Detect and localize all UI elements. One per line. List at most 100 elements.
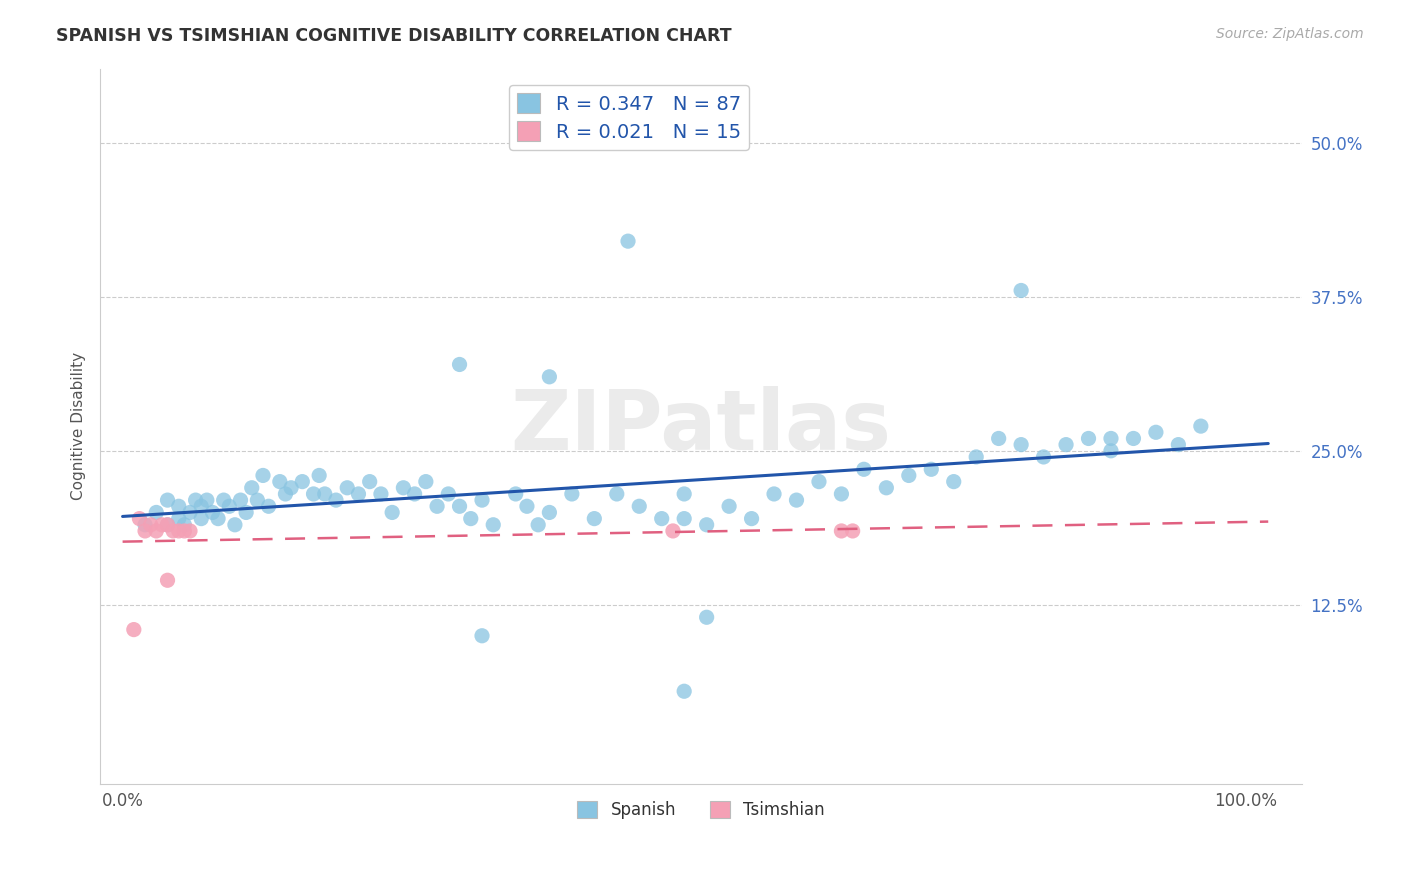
Point [1032,450,1054,464]
Point [336,481,359,495]
Point [942,475,965,489]
Point [134,524,156,538]
Point [1099,443,1122,458]
Point [392,481,415,495]
Point [662,524,685,538]
Point [606,487,628,501]
Point [696,610,718,624]
Point [381,505,404,519]
Point [280,481,302,495]
Point [122,623,145,637]
Point [347,487,370,501]
Point [134,517,156,532]
Point [1122,432,1144,446]
Point [150,517,173,532]
Point [370,487,392,501]
Point [167,511,190,525]
Point [145,524,167,538]
Point [190,511,212,525]
Point [173,524,195,538]
Point [527,517,550,532]
Point [128,511,150,525]
Point [471,629,494,643]
Point [269,475,291,489]
Point [291,475,314,489]
Text: ZIPatlas: ZIPatlas [510,385,891,467]
Point [763,487,786,501]
Point [673,487,696,501]
Point [449,500,471,514]
Point [965,450,987,464]
Point [471,493,494,508]
Point [252,468,274,483]
Point [538,505,561,519]
Point [156,493,179,508]
Point [173,517,195,532]
Point [308,468,330,483]
Point [1010,284,1032,298]
Text: Source: ZipAtlas.com: Source: ZipAtlas.com [1216,27,1364,41]
Point [235,505,257,519]
Point [274,487,297,501]
Point [229,493,252,508]
Point [224,517,246,532]
Point [302,487,325,501]
Point [785,493,807,508]
Point [167,524,190,538]
Point [987,432,1010,446]
Point [437,487,460,501]
Point [561,487,583,501]
Point [156,517,179,532]
Point [1167,437,1189,451]
Point [830,524,852,538]
Point [415,475,437,489]
Point [841,524,863,538]
Point [505,487,527,501]
Point [1189,419,1212,434]
Point [617,234,640,248]
Point [1054,437,1077,451]
Point [875,481,897,495]
Point [516,500,538,514]
Point [830,487,852,501]
Point [156,517,179,532]
Point [325,493,347,508]
Point [195,493,218,508]
Point [718,500,741,514]
Point [139,517,162,532]
Legend: Spanish, Tsimshian: Spanish, Tsimshian [571,794,831,825]
Point [162,524,184,538]
Point [190,500,212,514]
Point [1010,437,1032,451]
Point [314,487,336,501]
Point [583,511,606,525]
Point [482,517,505,532]
Point [179,524,201,538]
Point [651,511,673,525]
Point [201,505,224,519]
Point [257,500,280,514]
Point [807,475,830,489]
Point [673,511,696,525]
Point [1144,425,1167,440]
Point [538,369,561,384]
Point [359,475,381,489]
Point [920,462,942,476]
Point [156,574,179,588]
Y-axis label: Cognitive Disability: Cognitive Disability [72,352,86,500]
Point [696,517,718,532]
Point [1077,432,1099,446]
Point [184,493,207,508]
Point [179,505,201,519]
Point [426,500,449,514]
Point [145,505,167,519]
Point [1099,432,1122,446]
Point [628,500,651,514]
Point [460,511,482,525]
Point [240,481,263,495]
Point [218,500,240,514]
Point [897,468,920,483]
Point [404,487,426,501]
Point [673,684,696,698]
Text: SPANISH VS TSIMSHIAN COGNITIVE DISABILITY CORRELATION CHART: SPANISH VS TSIMSHIAN COGNITIVE DISABILIT… [56,27,733,45]
